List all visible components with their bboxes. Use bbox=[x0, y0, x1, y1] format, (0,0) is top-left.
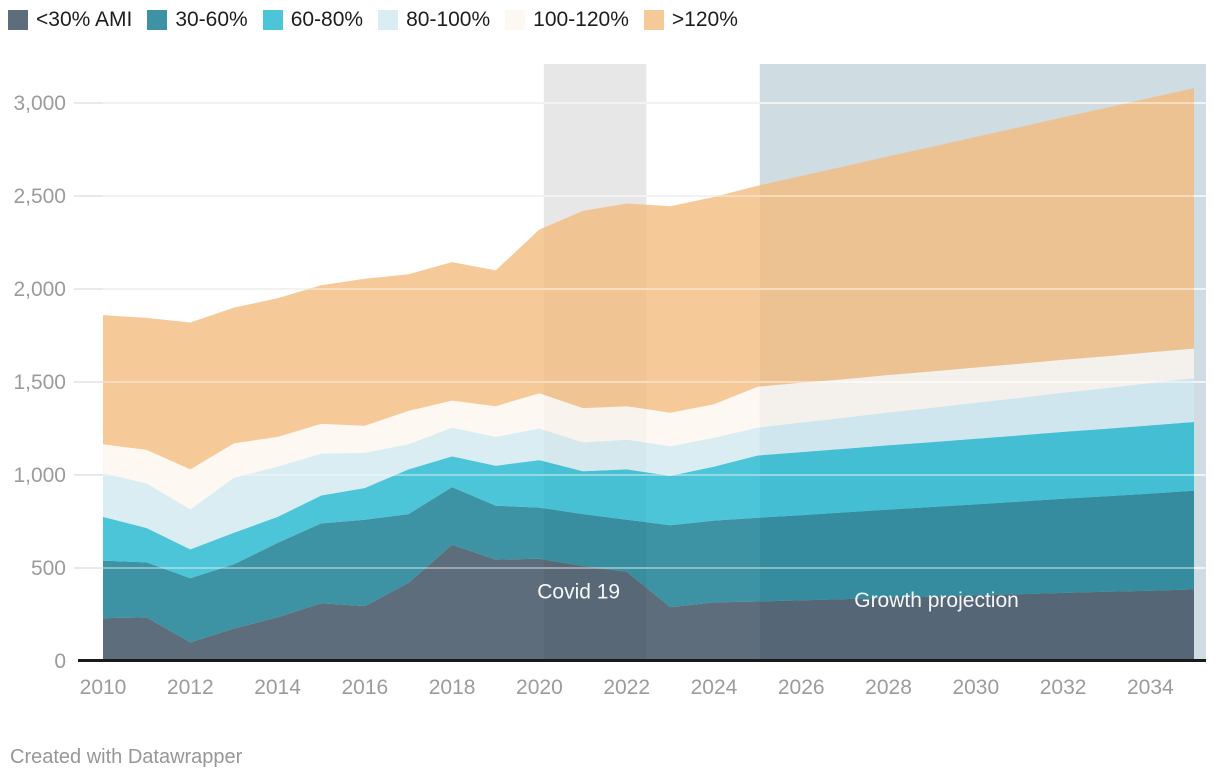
annotation-label-2: Growth projection bbox=[854, 589, 1019, 612]
y-tick-label-1500: 1,500 bbox=[13, 371, 66, 394]
area-series-6[interactable] bbox=[103, 88, 1194, 470]
y-tick-label-0: 0 bbox=[54, 650, 66, 673]
legend-swatch bbox=[262, 9, 283, 30]
x-tick-label-2010: 2010 bbox=[80, 676, 127, 699]
legend-label: <30% AMI bbox=[36, 8, 133, 31]
legend-label: >120% bbox=[671, 8, 738, 31]
area-series-3[interactable] bbox=[103, 422, 1194, 579]
legend-item-2: 30-60% bbox=[147, 8, 248, 31]
x-tick-label-2018: 2018 bbox=[429, 676, 476, 699]
legend-item-4: 80-100% bbox=[378, 9, 490, 30]
annotation-label-1: Covid 19 bbox=[537, 581, 620, 604]
x-tick-label-2026: 2026 bbox=[778, 676, 825, 699]
legend-label: 80-100% bbox=[406, 8, 491, 31]
x-tick-label-2022: 2022 bbox=[603, 676, 650, 699]
y-tick-label-2000: 2,000 bbox=[13, 278, 66, 301]
x-tick-label-2032: 2032 bbox=[1040, 676, 1087, 699]
x-tick-label-2028: 2028 bbox=[865, 676, 912, 699]
area-series-2[interactable] bbox=[103, 487, 1194, 643]
legend-item-1: <30% AMI bbox=[8, 9, 132, 30]
y-tick-label-2500: 2,500 bbox=[13, 185, 66, 208]
legend-swatch bbox=[378, 9, 399, 30]
legend-label: 100-120% bbox=[533, 8, 629, 31]
area-series-1[interactable] bbox=[103, 544, 1194, 661]
datawrapper-attribution-link[interactable]: Created with Datawrapper bbox=[10, 746, 243, 768]
legend: <30% AMI 30-60% 60-80% 80-100% 100-120% >120% bbox=[8, 9, 738, 30]
x-tick-label-2030: 2030 bbox=[952, 676, 999, 699]
legend-swatch bbox=[643, 9, 664, 30]
legend-item-5: 100-120% bbox=[505, 9, 629, 30]
x-tick-label-2020: 2020 bbox=[516, 676, 563, 699]
x-tick-label-2016: 2016 bbox=[341, 676, 388, 699]
legend-item-6: >120% bbox=[643, 8, 738, 31]
x-tick-label-2014: 2014 bbox=[254, 676, 301, 699]
legend-item-3: 60-80% bbox=[262, 8, 364, 31]
area-series-5[interactable] bbox=[103, 348, 1194, 510]
legend-swatch bbox=[505, 9, 526, 30]
legend-swatch bbox=[147, 9, 168, 30]
area-series-4[interactable] bbox=[103, 378, 1194, 550]
y-tick-label-3000: 3,000 bbox=[13, 92, 66, 115]
x-tick-label-2034: 2034 bbox=[1127, 676, 1174, 699]
legend-label: 30-60% bbox=[175, 8, 248, 31]
y-tick-label-1000: 1,000 bbox=[13, 464, 66, 487]
y-tick-label-500: 500 bbox=[31, 557, 66, 580]
legend-swatch bbox=[8, 9, 28, 30]
x-tick-label-2012: 2012 bbox=[167, 676, 214, 699]
x-tick-label-2024: 2024 bbox=[691, 676, 738, 699]
legend-label: 60-80% bbox=[290, 8, 364, 31]
